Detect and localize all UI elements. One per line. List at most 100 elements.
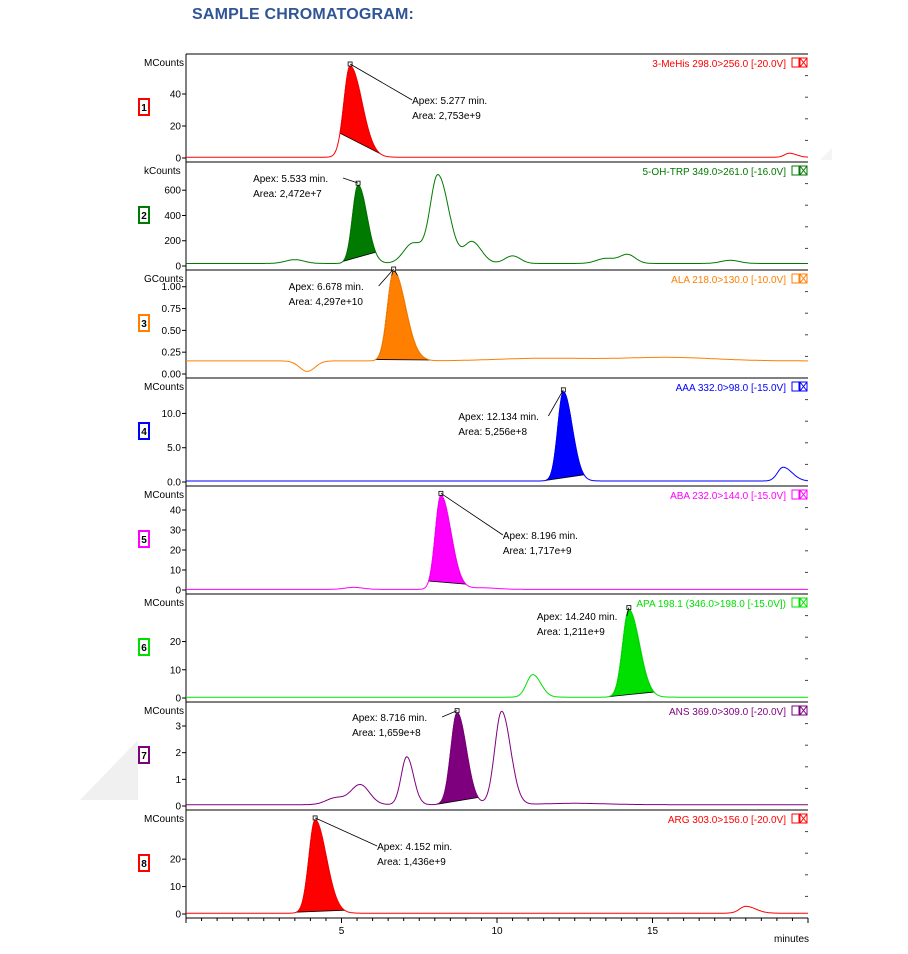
panel-2: kCounts 0 200 400 600 2 5-OH-TRP 349.0>261.0 [… [138,161,808,273]
y-tick-label: 200 [164,236,181,247]
y-tick-label: 1.00 [162,282,182,293]
y-tick-label: 1 [175,775,181,786]
annotation-leader [314,817,378,847]
trace-number: 4 [141,427,147,438]
trace-label: 3-MeHis 298.0>256.0 [-20.0V] [652,59,786,70]
trace-legend-icon[interactable] [791,597,808,608]
y-unit-label: MCounts [144,382,184,393]
annotation-leader [440,493,504,536]
area-annotation: Area: 1,659e+8 [352,728,421,739]
y-tick-label: 0.0 [167,478,181,489]
trace-line [186,173,808,264]
y-tick-label: 0 [175,802,181,813]
x-tick-label: 15 [647,926,659,937]
area-annotation: Area: 4,297e+10 [289,297,364,308]
apex-annotation: Apex: 5.533 min. [253,174,328,185]
trace-number: 8 [141,859,147,870]
trace-legend-icon[interactable] [791,57,808,68]
y-tick-label: 400 [164,211,181,222]
integrated-peak[interactable] [374,270,431,361]
trace-line [186,275,808,372]
trace-line [186,65,809,158]
trace-number-box[interactable] [138,422,150,440]
apex-annotation: Apex: 8.196 min. [503,531,578,542]
x-tick-label: 10 [491,926,503,937]
panel-4: MCounts 0.0 5.0 10.0 4 AAA 332.0>98.0 [-15.0V… [138,377,809,489]
trace-number-box[interactable] [138,638,150,656]
y-unit-label: kCounts [144,166,181,177]
panel-1: MCounts 0 20 40 1 3-MeHis 298.0>256.0 [-20.0V… [138,53,809,165]
trace-legend-icon[interactable] [791,381,808,392]
area-annotation: Area: 2,472e+7 [253,189,322,200]
trace-number: 6 [141,643,147,654]
trace-number: 5 [141,535,147,546]
trace-line [186,710,808,806]
trace-number-box[interactable] [138,314,150,332]
trace-line [186,609,808,698]
watermark-shape [80,148,832,800]
y-tick-label: 40 [170,90,182,101]
y-tick-label: 10 [170,566,182,577]
y-tick-label: 0 [175,262,181,273]
trace-legend-icon[interactable] [791,273,808,284]
y-tick-label: 20 [170,546,182,557]
x-axis: 5 10 15 [185,917,809,937]
annotation-leader [378,268,394,287]
y-tick-label: 0 [175,586,181,597]
y-tick-label: 0.75 [162,304,182,315]
trace-number-box[interactable] [138,746,150,764]
integrated-peak[interactable] [339,65,381,155]
trace-number: 1 [141,103,147,114]
y-tick-label: 20 [170,122,182,133]
trace-legend-icon[interactable] [791,813,808,824]
trace-legend-icon[interactable] [791,165,808,176]
trace-label: ARG 303.0>156.0 [-20.0V] [668,815,786,826]
panel-3: GCounts 0.00 0.25 0.50 0.75 1.00 3 ALA 218.0>13… [138,266,808,381]
y-tick-label: 600 [164,186,181,197]
trace-legend-icon[interactable] [791,489,808,500]
integrated-peak[interactable] [545,391,585,481]
trace-line [186,391,809,482]
y-unit-label: MCounts [144,58,184,69]
y-tick-label: 0 [175,694,181,705]
trace-label: ALA 218.0>130.0 [-10.0V] [671,275,786,286]
y-tick-label: 0 [175,154,181,165]
area-annotation: Area: 1,436e+9 [377,857,446,868]
annotation-leader [441,710,458,718]
x-axis-label: minutes [774,934,809,945]
y-tick-label: 10 [170,665,182,676]
y-tick-label: 10.0 [162,409,182,420]
y-tick-label: 20 [170,855,182,866]
annotation-leader [626,607,630,617]
trace-number-box[interactable] [138,530,150,548]
trace-number: 7 [141,751,147,762]
page-title: SAMPLE CHROMATOGRAM: [192,6,415,23]
trace-number-box[interactable] [138,98,150,116]
y-unit-label: GCounts [144,274,183,285]
panel-6: MCounts 0 10 20 6 APA 198.1 (346.0>198.0 [-15… [138,593,808,705]
trace-number-box[interactable] [138,206,150,224]
panel-8: MCounts 0 10 20 8 ARG 303.0>156.0 [-20.0V] Ape… [138,809,808,921]
trace-number: 2 [141,211,147,222]
y-unit-label: MCounts [144,490,184,501]
trace-number: 3 [141,319,147,330]
y-tick-label: 0.25 [162,348,182,359]
y-tick-label: 0 [175,910,181,921]
trace-label: APA 198.1 (346.0>198.0 [-15.0V]) [636,599,786,610]
trace-label: 5-OH-TRP 349.0>261.0 [-16.0V] [642,167,786,178]
integrated-peak[interactable] [436,712,479,805]
y-tick-label: 0.00 [162,370,182,381]
x-tick-label: 5 [339,926,345,937]
y-tick-label: 30 [170,526,182,537]
y-tick-label: 40 [170,506,182,517]
y-tick-label: 10 [170,882,182,893]
trace-number-box[interactable] [138,854,150,872]
area-annotation: Area: 2,753e+9 [412,111,481,122]
area-annotation: Area: 5,256e+8 [458,427,527,438]
apex-annotation: Apex: 5.277 min. [412,96,487,107]
apex-annotation: Apex: 12.134 min. [458,412,539,423]
area-annotation: Area: 1,717e+9 [503,546,572,557]
y-unit-label: MCounts [144,706,184,717]
trace-legend-icon[interactable] [791,705,808,716]
